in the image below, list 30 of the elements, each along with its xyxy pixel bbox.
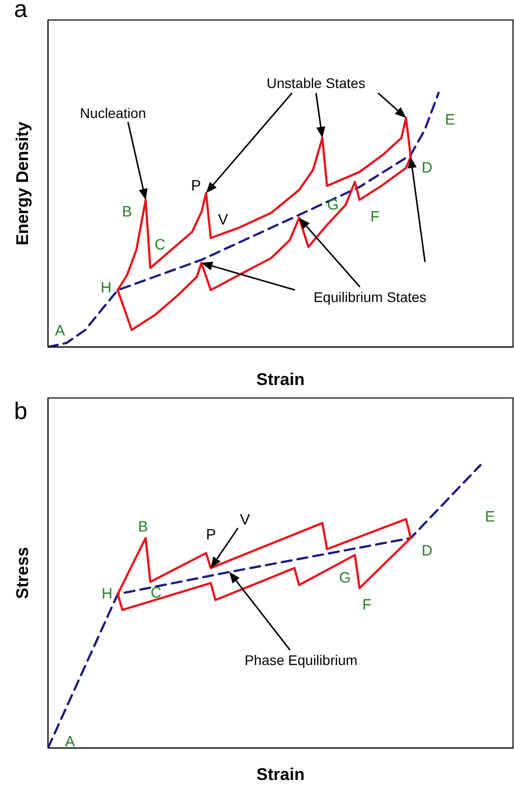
annotation: D bbox=[422, 160, 433, 176]
annotation: F bbox=[370, 208, 380, 226]
annotation: D bbox=[422, 542, 433, 560]
annotation: V bbox=[240, 512, 250, 528]
annotation: Equilibrium States bbox=[314, 289, 426, 305]
annotation: P bbox=[206, 526, 216, 544]
annotation: Phase Equilibrium bbox=[244, 652, 358, 668]
annotation: E bbox=[484, 508, 496, 526]
annotation: Nucleation bbox=[80, 105, 146, 121]
annotation: G bbox=[339, 570, 351, 586]
annotation: P bbox=[190, 178, 202, 194]
annotation: E bbox=[444, 112, 456, 128]
chart-title: b bbox=[14, 398, 28, 425]
annotation: H bbox=[100, 280, 112, 296]
annotation: A bbox=[54, 322, 66, 340]
annotation: B bbox=[122, 204, 132, 220]
annotation: G bbox=[327, 196, 339, 214]
annotation: V bbox=[218, 212, 228, 228]
x-axis-title: Strain bbox=[256, 765, 305, 784]
text: Unstable States bbox=[266, 75, 366, 91]
chart-title: a bbox=[14, 0, 28, 23]
annotation: C bbox=[154, 236, 166, 254]
x-axis-title: Strain bbox=[256, 370, 305, 389]
annotation: C bbox=[150, 584, 162, 602]
annotation: F bbox=[362, 596, 372, 614]
annotation: B bbox=[138, 518, 148, 536]
y-axis-title: Stress bbox=[13, 547, 32, 599]
annotation: H bbox=[102, 586, 112, 602]
annotation: A bbox=[64, 734, 76, 750]
y-axis-title: Energy Density bbox=[13, 121, 32, 246]
